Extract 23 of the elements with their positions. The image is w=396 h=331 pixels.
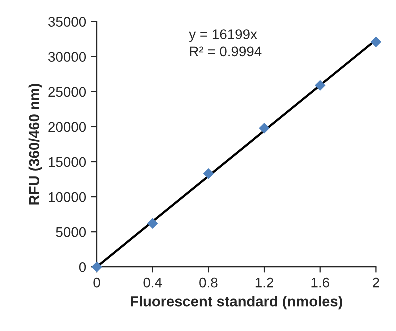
x-tick-label: 0.4	[144, 278, 162, 288]
x-axis-title: Fluorescent standard (nmoles)	[131, 296, 342, 310]
y-axis-title: RFU (360/460 nm)	[28, 84, 42, 205]
y-tick-label: 15000	[49, 157, 86, 168]
point	[147, 218, 158, 230]
point	[370, 36, 382, 48]
point	[203, 168, 214, 180]
point	[259, 122, 270, 134]
y-tick-label: 10000	[49, 192, 86, 202]
x-tick-label: 1.2	[256, 278, 274, 288]
y-tick-label: 0	[79, 262, 86, 272]
y-tick-label: 20000	[48, 122, 86, 132]
y-tick-label: 5000	[56, 227, 86, 238]
annotation: y = 16199x	[189, 30, 258, 42]
point	[314, 80, 326, 91]
x-tick-label: 0	[94, 278, 100, 288]
y-tick-label: 25000	[48, 87, 86, 98]
y-tick-label: 35000	[48, 17, 86, 28]
annotation: R² = 0.9994	[190, 46, 262, 57]
x-tick-label: 2	[373, 278, 380, 288]
y-tick-label: 30000	[48, 52, 86, 62]
x-tick-label: 0.8	[200, 278, 218, 288]
x-tick-label: 1.6	[312, 278, 330, 288]
